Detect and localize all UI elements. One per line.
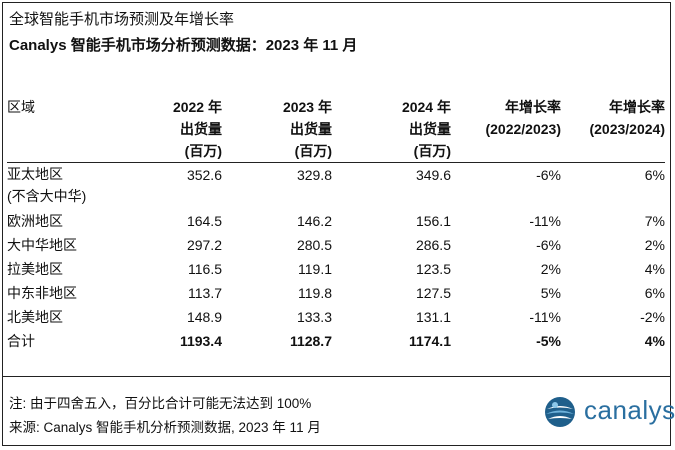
header-growth-2022-2023: 年增长率 (2022/2023)	[451, 96, 561, 163]
cell-2023: 146.2	[296, 213, 332, 229]
cell-growth-2: 7%	[644, 213, 665, 229]
cell-growth-2: 4%	[644, 333, 665, 349]
footnote: 注: 由于四舍五入，百分比合计可能无法达到 100%	[9, 396, 312, 411]
cell-2022: 116.5	[188, 261, 222, 277]
cell-2024: 131.1	[415, 309, 451, 325]
cell-2024: 156.1	[415, 213, 451, 229]
forecast-table: 区域 2022 年 出货量 (百万) 2023 年 出货量 (百万) 2024 …	[7, 96, 665, 353]
cell-growth-1: -11%	[529, 213, 561, 229]
cell-region: 中东非地区	[7, 285, 77, 301]
cell-growth-1: 5%	[540, 285, 561, 301]
table-row: 北美地区 148.9 133.3 131.1 -11% -2%	[7, 305, 665, 329]
page-subtitle: Canalys 智能手机市场分析预测数据：2023 年 11 月	[9, 37, 358, 54]
header-2022-year: 2022 年	[172, 99, 222, 115]
cell-growth-1: -5%	[536, 333, 561, 349]
header-2023-unit: (百万)	[294, 143, 332, 159]
cell-2022: 297.2	[186, 237, 222, 253]
canalys-globe-icon	[545, 397, 575, 427]
header-region-label: 区域	[7, 99, 35, 115]
footer-divider	[2, 376, 671, 377]
cell-2024: 123.5	[415, 261, 451, 277]
source-note: 来源: Canalys 智能手机分析预测数据, 2023 年 11 月	[9, 420, 321, 435]
header-2023-year: 2023 年	[282, 99, 332, 115]
cell-2022: 1193.4	[179, 333, 222, 349]
table-row: 拉美地区 116.5 119.1 123.5 2% 4%	[7, 257, 665, 281]
header-2024-year: 2024 年	[401, 99, 451, 115]
table-row: 欧洲地区 164.5 146.2 156.1 -11% 7%	[7, 209, 665, 233]
cell-growth-1: -11%	[529, 309, 561, 325]
cell-growth-2: 4%	[644, 261, 665, 277]
logo-wordmark: canalys	[584, 395, 675, 425]
header-2024-shipments: 出货量	[409, 121, 451, 137]
cell-growth-2: 6%	[561, 162, 665, 209]
cell-2022: 164.5	[186, 213, 222, 229]
cell-growth-1: -6%	[451, 162, 561, 209]
header-growth-period: (2022/2023)	[485, 121, 561, 137]
header-2024: 2024 年 出货量 (百万)	[332, 96, 451, 163]
cell-2022: 148.9	[186, 309, 222, 325]
table-row: 中东非地区 113.7 119.8 127.5 5% 6%	[7, 281, 665, 305]
table-row: 亚太地区 (不含大中华) 352.6 329.8 349.6 -6% 6%	[7, 162, 665, 209]
region-note: (不含大中华)	[7, 188, 87, 204]
header-2022-unit: (百万)	[184, 143, 222, 159]
header-region: 区域	[7, 96, 141, 163]
cell-region: 欧洲地区	[7, 213, 63, 229]
cell-2023: 1128.7	[289, 333, 332, 349]
cell-2024: 1174.1	[408, 333, 451, 349]
cell-region: 亚太地区 (不含大中华)	[7, 162, 141, 209]
cell-2023: 329.8	[222, 162, 332, 209]
cell-growth-2: -2%	[640, 309, 665, 325]
canalys-logo: canalys	[544, 393, 675, 433]
header-growth-2023-2024: 年增长率 (2023/2024)	[561, 96, 665, 163]
total-row: 合计 1193.4 1128.7 1174.1 -5% 4%	[7, 329, 665, 353]
table-row: 大中华地区 297.2 280.5 286.5 -6% 2%	[7, 233, 665, 257]
cell-2023: 119.8	[298, 285, 332, 301]
cell-2023: 119.1	[298, 261, 332, 277]
cell-2024: 286.5	[415, 237, 451, 253]
header-growth-label: 年增长率	[505, 99, 561, 115]
header-row: 区域 2022 年 出货量 (百万) 2023 年 出货量 (百万) 2024 …	[7, 96, 665, 163]
header-growth-period: (2023/2024)	[589, 121, 665, 137]
cell-2024: 127.5	[415, 285, 451, 301]
header-2022: 2022 年 出货量 (百万)	[141, 96, 222, 163]
table-frame	[2, 2, 671, 446]
cell-growth-2: 2%	[644, 237, 665, 253]
cell-region: 合计	[7, 333, 35, 349]
cell-region: 北美地区	[7, 309, 63, 325]
cell-region: 拉美地区	[7, 261, 63, 277]
cell-2022: 113.7	[188, 285, 222, 301]
cell-growth-2: 6%	[644, 285, 665, 301]
region-name: 亚太地区	[7, 166, 63, 182]
header-2022-shipments: 出货量	[180, 121, 222, 137]
cell-growth-1: 2%	[540, 261, 561, 277]
cell-2024: 349.6	[332, 162, 451, 209]
cell-growth-1: -6%	[536, 237, 561, 253]
header-growth-label: 年增长率	[609, 99, 665, 115]
header-2024-unit: (百万)	[413, 143, 451, 159]
cell-2023: 133.3	[296, 309, 332, 325]
page-title: 全球智能手机市场预测及年增长率	[9, 11, 235, 28]
cell-region: 大中华地区	[7, 237, 77, 253]
header-2023: 2023 年 出货量 (百万)	[222, 96, 332, 163]
cell-2023: 280.5	[296, 237, 332, 253]
cell-2022: 352.6	[141, 162, 222, 209]
header-2023-shipments: 出货量	[290, 121, 332, 137]
